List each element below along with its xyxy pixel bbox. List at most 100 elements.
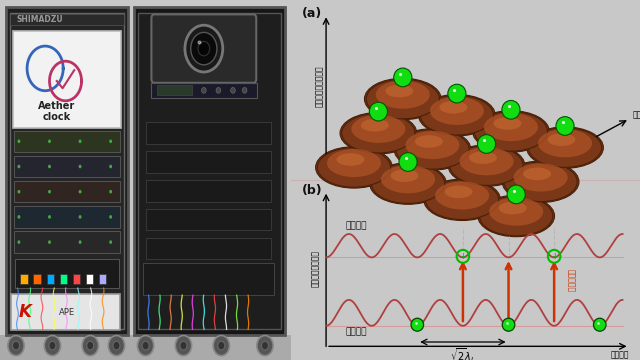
FancyBboxPatch shape <box>14 181 120 202</box>
Circle shape <box>477 135 495 153</box>
Ellipse shape <box>502 161 579 202</box>
Circle shape <box>399 153 417 171</box>
Bar <box>146 151 271 173</box>
Circle shape <box>593 318 606 331</box>
Bar <box>47 274 54 284</box>
Text: $\sqrt{2}\lambda_L$: $\sqrt{2}\lambda_L$ <box>450 346 476 360</box>
Ellipse shape <box>420 95 493 135</box>
Ellipse shape <box>499 202 527 214</box>
Circle shape <box>507 185 525 204</box>
Circle shape <box>216 87 221 93</box>
Text: (a): (a) <box>301 7 322 20</box>
Bar <box>146 238 271 259</box>
Circle shape <box>44 336 61 356</box>
Circle shape <box>17 165 20 168</box>
Ellipse shape <box>378 165 438 195</box>
Ellipse shape <box>484 113 538 141</box>
Ellipse shape <box>535 129 595 159</box>
FancyBboxPatch shape <box>151 83 257 98</box>
Bar <box>86 274 93 284</box>
Ellipse shape <box>316 147 392 188</box>
Circle shape <box>411 318 424 331</box>
Circle shape <box>48 215 51 219</box>
Text: 基底状態: 基底状態 <box>345 328 367 337</box>
Ellipse shape <box>419 94 495 136</box>
Bar <box>143 263 274 295</box>
Ellipse shape <box>366 79 440 119</box>
Ellipse shape <box>474 112 548 151</box>
Ellipse shape <box>486 197 546 228</box>
Ellipse shape <box>443 185 474 200</box>
FancyBboxPatch shape <box>14 231 120 253</box>
Circle shape <box>142 341 149 350</box>
Circle shape <box>243 87 247 93</box>
Bar <box>146 180 271 202</box>
Ellipse shape <box>415 135 443 148</box>
Ellipse shape <box>489 198 543 226</box>
Ellipse shape <box>479 196 553 236</box>
Circle shape <box>185 25 223 72</box>
Ellipse shape <box>522 167 553 182</box>
Text: APE: APE <box>59 308 75 317</box>
Ellipse shape <box>527 127 604 168</box>
Ellipse shape <box>435 181 489 210</box>
Bar <box>0 335 291 360</box>
Ellipse shape <box>364 78 441 120</box>
Circle shape <box>79 190 81 194</box>
Circle shape <box>17 190 20 194</box>
Circle shape <box>198 41 210 56</box>
Circle shape <box>48 240 51 244</box>
Circle shape <box>369 102 387 121</box>
Ellipse shape <box>385 85 413 97</box>
Text: (b): (b) <box>301 184 323 197</box>
Bar <box>10 13 124 329</box>
Ellipse shape <box>430 97 484 125</box>
Ellipse shape <box>438 101 469 115</box>
Ellipse shape <box>371 164 445 203</box>
Bar <box>146 209 271 230</box>
Circle shape <box>8 336 24 356</box>
Ellipse shape <box>413 135 445 149</box>
Ellipse shape <box>390 169 419 182</box>
Ellipse shape <box>529 128 602 167</box>
Circle shape <box>17 139 20 143</box>
Ellipse shape <box>396 130 469 169</box>
Ellipse shape <box>340 112 417 154</box>
Circle shape <box>109 240 112 244</box>
Bar <box>20 274 28 284</box>
Ellipse shape <box>445 185 472 198</box>
Circle shape <box>262 341 269 350</box>
Text: K: K <box>19 303 31 321</box>
Ellipse shape <box>405 131 460 159</box>
Circle shape <box>79 215 81 219</box>
Ellipse shape <box>457 147 516 177</box>
Ellipse shape <box>349 114 408 145</box>
Ellipse shape <box>359 119 390 133</box>
Circle shape <box>191 32 217 65</box>
Text: 励起状態: 励起状態 <box>345 222 367 231</box>
Ellipse shape <box>376 81 430 109</box>
FancyBboxPatch shape <box>152 14 256 83</box>
Circle shape <box>109 165 112 168</box>
Bar <box>15 259 120 288</box>
Bar <box>33 274 41 284</box>
Bar <box>138 13 281 329</box>
Ellipse shape <box>428 96 486 127</box>
Ellipse shape <box>493 117 522 130</box>
Ellipse shape <box>448 145 525 186</box>
Circle shape <box>48 139 51 143</box>
Circle shape <box>202 87 206 93</box>
Circle shape <box>79 139 81 143</box>
Circle shape <box>13 341 19 350</box>
Ellipse shape <box>504 162 577 202</box>
Ellipse shape <box>342 113 415 153</box>
Circle shape <box>448 84 466 103</box>
Circle shape <box>79 165 81 168</box>
Circle shape <box>79 240 81 244</box>
FancyBboxPatch shape <box>11 294 120 330</box>
Ellipse shape <box>548 133 575 146</box>
Circle shape <box>87 341 94 350</box>
Text: Aether
clock: Aether clock <box>38 101 76 122</box>
Circle shape <box>175 336 191 356</box>
Circle shape <box>257 336 273 356</box>
